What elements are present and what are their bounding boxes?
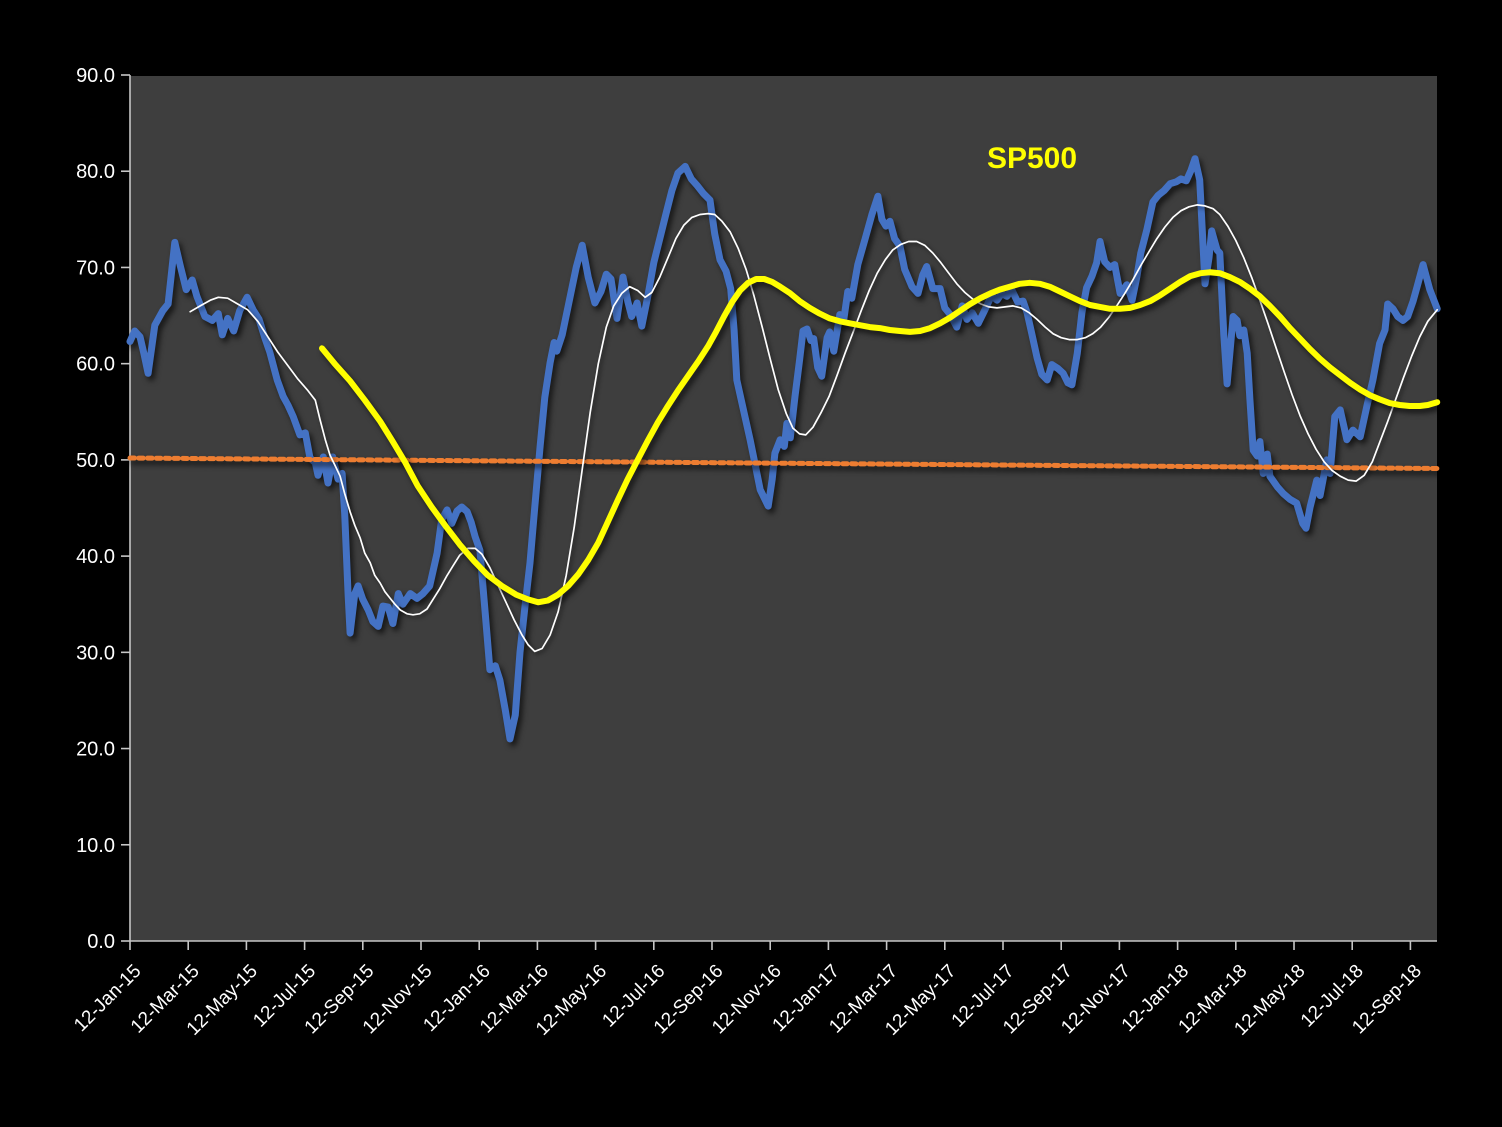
y-tick-label: 10.0 — [76, 835, 115, 857]
sp500-series-label: SP500 — [987, 142, 1077, 175]
y-tick-label: 20.0 — [76, 739, 115, 761]
series-line-sp500 — [319, 269, 1441, 606]
y-tick-label: 50.0 — [76, 450, 115, 472]
y-tick-label: 40.0 — [76, 546, 115, 568]
series-line-white-smoothed — [189, 204, 1439, 653]
y-tick-label: 30.0 — [76, 642, 115, 664]
series-lines — [126, 155, 1441, 743]
series-line-orange-dotted-trendline — [127, 455, 1440, 471]
y-tick-label: 90.0 — [76, 65, 115, 87]
y-tick-label: 80.0 — [76, 161, 115, 183]
y-tick-label: 60.0 — [76, 354, 115, 376]
plot-area — [130, 76, 1437, 941]
series-line-blue-indicator — [126, 155, 1441, 743]
x-axis-ticks: 12-Jan-1512-Mar-1512-May-1512-Jul-1512-S… — [70, 941, 1426, 1040]
y-tick-label: 70.0 — [76, 257, 115, 279]
y-axis-ticks: 0.0 10.0 20.0 30.0 40.0 50.0 60.0 70.0 80.0 90.0 — [76, 65, 130, 953]
y-tick-label: 0.0 — [87, 931, 115, 953]
